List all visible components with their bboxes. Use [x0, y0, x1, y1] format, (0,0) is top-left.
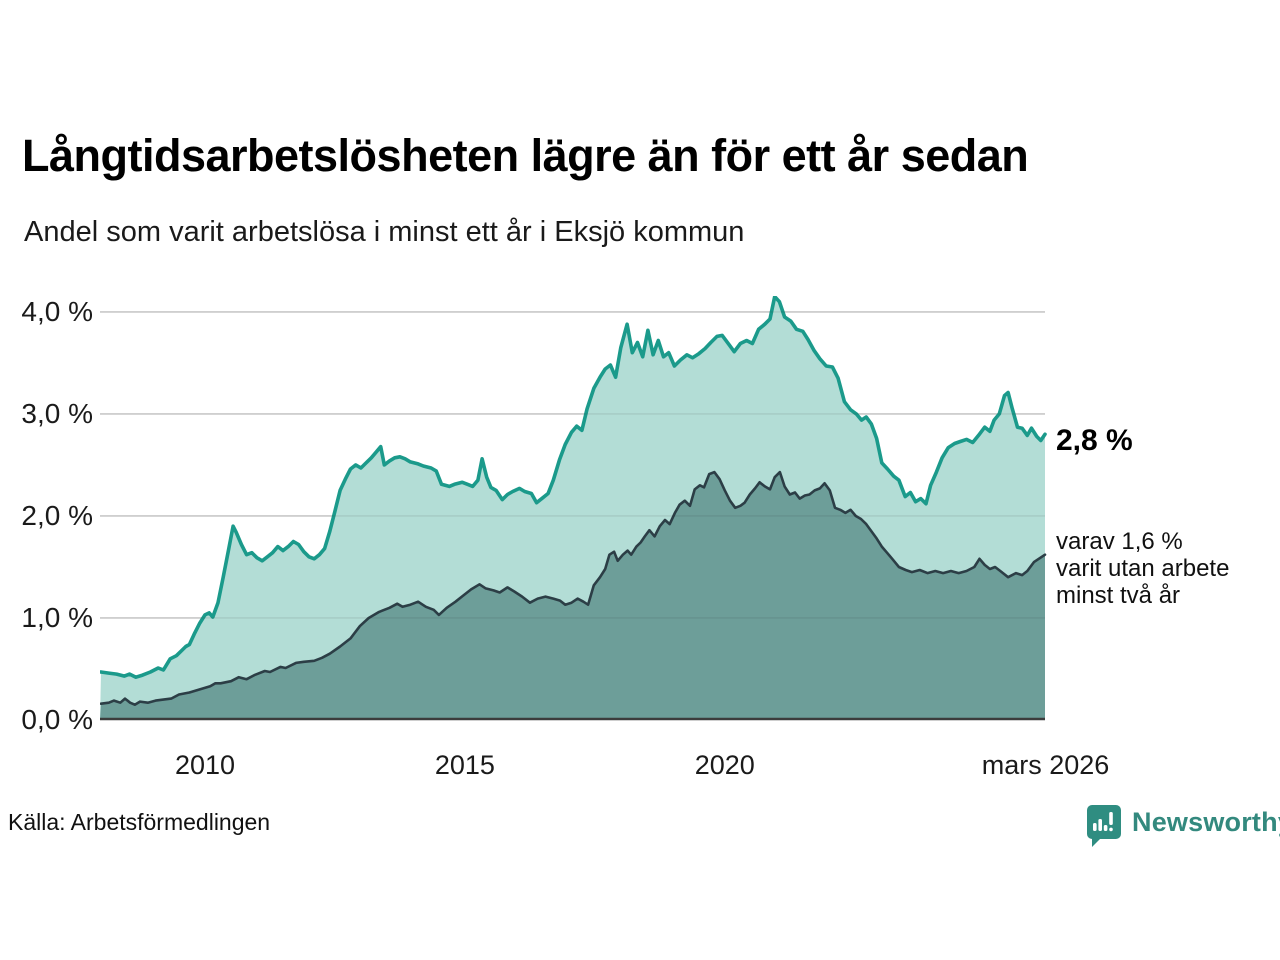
x-tick-label-2010: 2010: [174, 750, 236, 780]
newsworthy-logo-text: Newsworthy: [1132, 807, 1280, 837]
newsworthy-logo-icon: [1087, 805, 1121, 847]
line-series-1: [100, 296, 1047, 679]
line-series-2: [100, 470, 1047, 706]
area-series-2: [100, 472, 1045, 720]
page-title: Långtidsarbetslösheten lägre än för ett …: [22, 130, 1029, 181]
newsworthy-logo: Newsworthy: [1086, 804, 1280, 848]
chart-plot-area: [100, 296, 1047, 721]
y-tick-label-40: 4,0 %: [21, 295, 93, 327]
y-tick-label-10: 1,0 %: [21, 601, 93, 633]
x-tick-label-2020: 2020: [694, 750, 755, 780]
chart-subtitle: Andel som varit arbetslösa i minst ett å…: [24, 216, 745, 248]
bar-chart-glyph: [1093, 812, 1113, 832]
secondary-annotation-line-1: varav 1,6 %: [1056, 528, 1183, 555]
y-tick-label-30: 3,0 %: [21, 397, 93, 429]
x-tick-label-mars-2026: mars 2026: [981, 750, 1110, 780]
secondary-annotation-line-2: varit utan arbete: [1056, 555, 1230, 582]
x-tick-label-2015: 2015: [434, 750, 495, 780]
y-tick-label-20: 2,0 %: [21, 499, 93, 531]
latest-value-annotation: 2,8 %: [1056, 424, 1133, 457]
source-credit: Källa: Arbetsförmedlingen: [8, 809, 271, 835]
secondary-annotation-line-3: minst två år: [1056, 582, 1181, 609]
y-tick-label-00: 0,0 %: [21, 704, 93, 735]
secondary-value-annotation: varav 1,6 % varit utan arbete minst två …: [1056, 528, 1229, 609]
